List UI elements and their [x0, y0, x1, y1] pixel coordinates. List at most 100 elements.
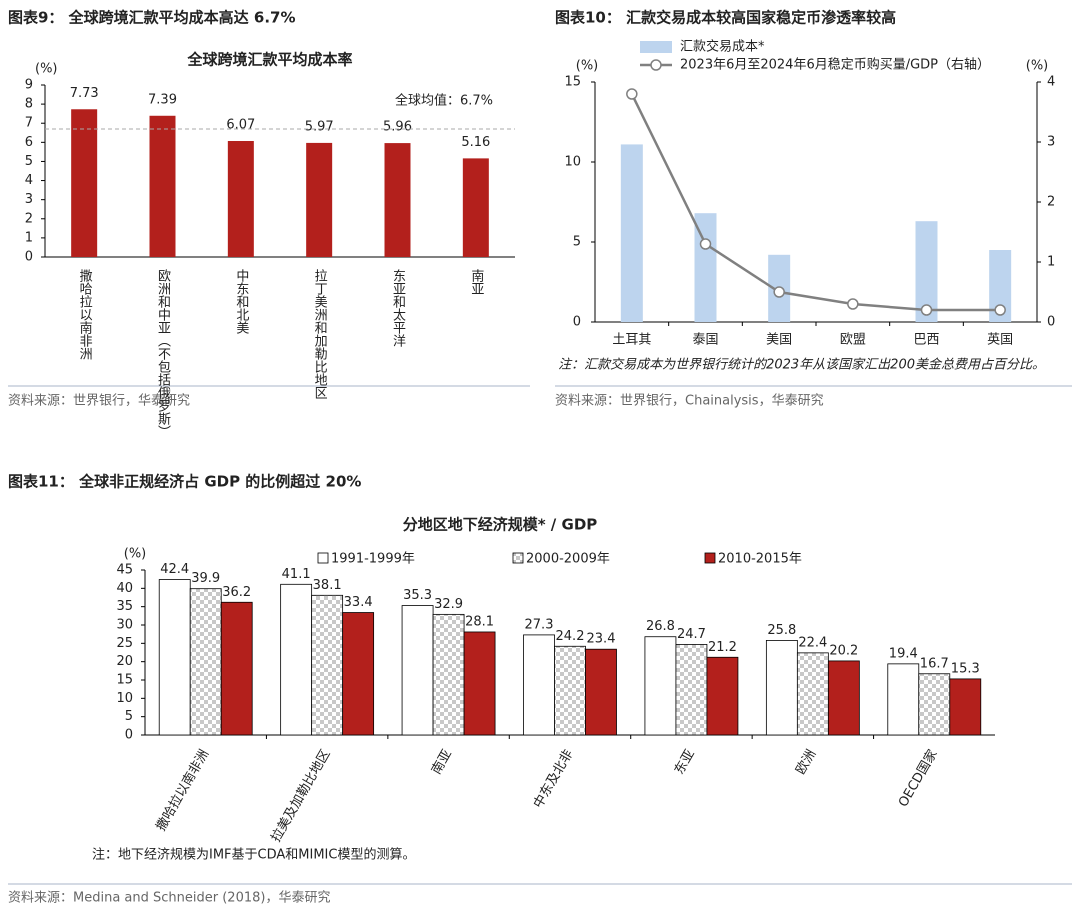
bar [220, 601, 253, 736]
bar [463, 631, 496, 736]
point [847, 298, 859, 310]
source: 资料来源：世界银行，Chainalysis，华泰研究 [555, 394, 824, 409]
value-label: 26.8 [646, 619, 675, 634]
point [699, 238, 712, 250]
value-label: 5.96 [383, 120, 412, 135]
x-tick-label: 东亚 [672, 747, 698, 777]
y-tick-label: 0 [25, 250, 33, 265]
x-tick-label: 巴西 [913, 333, 939, 348]
bar [149, 115, 176, 257]
y-tick-label: 1 [25, 230, 33, 245]
x-tick-label: 欧洲 [793, 747, 819, 777]
y-tick-label: 10 [564, 155, 581, 170]
value-label: 19.4 [889, 646, 918, 661]
bar [432, 613, 465, 736]
value-label: 36.2 [222, 585, 251, 600]
y2-tick-label: 1 [1047, 255, 1055, 270]
y-tick-label: 10 [116, 691, 133, 706]
value-label: 42.4 [160, 562, 189, 577]
bar [644, 636, 677, 736]
y-tick-label: 0 [125, 728, 133, 743]
bar [71, 109, 98, 257]
figure-title: 图表9： 全球跨境汇款平均成本高达 6.7% [8, 9, 296, 27]
bar [189, 588, 222, 736]
value-label: 23.4 [587, 632, 616, 647]
y2-unit: (%) [1026, 59, 1049, 74]
bar [462, 158, 489, 257]
y-tick-label: 5 [25, 154, 33, 169]
bar [342, 612, 375, 736]
value-label: 16.7 [920, 656, 949, 671]
bar [827, 660, 860, 736]
x-tick-label: 南亚 [468, 268, 484, 295]
y-tick-label: 15 [116, 673, 133, 688]
legend-label: 2000-2009年 [526, 552, 610, 567]
y-tick-label: 45 [116, 563, 133, 578]
value-label: 5.16 [461, 135, 490, 150]
bar [796, 652, 829, 736]
bar [523, 634, 555, 736]
legend-swatch [650, 59, 662, 71]
y2-tick-label: 0 [1047, 315, 1055, 330]
value-label: 25.8 [767, 623, 796, 638]
point [626, 88, 638, 100]
x-tick-label: 中东和北美 [233, 269, 249, 334]
y-tick-label: 2 [25, 211, 33, 226]
bar [306, 142, 333, 257]
value-label: 7.39 [148, 92, 177, 107]
y-unit: (%) [35, 62, 58, 77]
x-tick-label: 撒哈拉以南非洲 [153, 747, 212, 834]
bar [706, 656, 739, 736]
value-label: 33.4 [344, 595, 373, 610]
x-tick-label: 土耳其 [612, 333, 651, 348]
y-tick-label: 15 [564, 75, 581, 90]
legend-swatch [317, 552, 329, 564]
bar [585, 648, 617, 736]
bar [887, 663, 920, 736]
value-label: 7.73 [70, 86, 99, 101]
bar [311, 594, 344, 736]
x-tick-label: 泰国 [692, 333, 718, 348]
value-label: 22.4 [798, 635, 827, 650]
value-label: 35.3 [403, 588, 432, 603]
note: 注：地下经济规模为IMF基于CDA和MIMIC模型的测算。 [92, 847, 415, 863]
figure-title: 图表11： 全球非正规经济占 GDP 的比例超过 20% [8, 473, 361, 491]
x-tick-label: 英国 [987, 333, 1013, 348]
bar [918, 673, 951, 736]
y-unit: (%) [576, 59, 599, 74]
point [994, 304, 1006, 316]
value-label: 24.7 [677, 627, 706, 642]
source: 资料来源：Medina and Schneider (2018)，华泰研究 [8, 891, 330, 906]
bar [554, 645, 586, 736]
value-label: 15.3 [951, 661, 980, 676]
note: 注：汇款交易成本为世界银行统计的2023年从该国家汇出200美金总费用占百分比。 [558, 357, 1045, 373]
x-tick-label: 欧盟 [840, 333, 866, 348]
x-tick-label: 欧洲和中亚（不包括俄罗斯） [155, 269, 171, 438]
y-tick-label: 5 [573, 235, 581, 250]
value-label: 28.1 [465, 614, 494, 629]
point [920, 304, 933, 316]
bar [384, 143, 411, 257]
value-label: 38.1 [313, 578, 342, 593]
value-label: 6.07 [226, 117, 255, 132]
bar [227, 140, 254, 257]
x-tick-label: 美国 [766, 333, 792, 348]
y2-tick-label: 3 [1047, 135, 1055, 150]
y-tick-label: 35 [116, 599, 133, 614]
bar [989, 250, 1012, 322]
bar [765, 640, 798, 736]
point [773, 286, 785, 298]
bar [915, 221, 938, 322]
y-tick-label: 4 [25, 173, 33, 188]
x-tick-label: 撒哈拉以南非洲 [77, 268, 93, 360]
value-label: 32.9 [434, 597, 463, 612]
legend-label: 1991-1999年 [331, 552, 415, 567]
bar [675, 644, 708, 736]
x-tick-label: 中东及北非 [531, 747, 576, 811]
y-tick-label: 5 [125, 709, 133, 724]
value-label: 27.3 [525, 617, 554, 632]
x-tick-label: 南亚 [428, 747, 455, 778]
x-tick-label: OECD国家 [895, 747, 941, 810]
y-tick-label: 25 [116, 636, 133, 651]
